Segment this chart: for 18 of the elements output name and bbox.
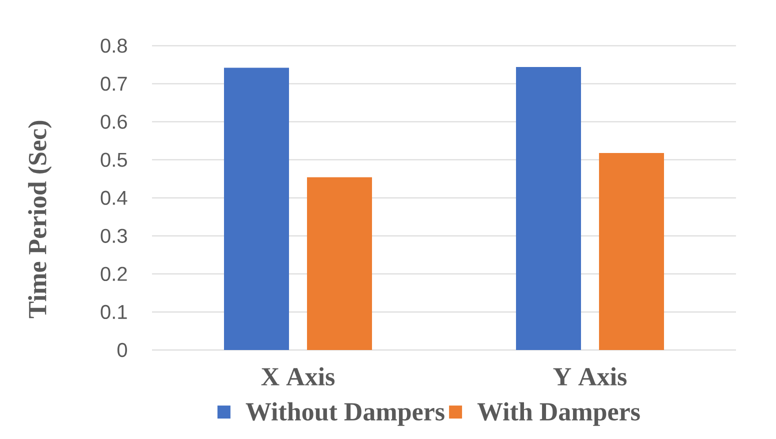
bar <box>599 152 664 350</box>
legend-label: Without Dampers <box>246 402 444 426</box>
y-axis-title: Time Period (Sec) <box>28 120 52 318</box>
legend-label: With Dampers <box>477 402 640 426</box>
y-tick-label: 0.2 <box>100 266 127 281</box>
y-tick-label: 0.7 <box>100 76 127 91</box>
y-tick-label: 0.8 <box>100 38 127 53</box>
bar <box>307 177 372 350</box>
y-tick-label: 0.6 <box>100 114 127 129</box>
bar <box>224 68 289 350</box>
y-tick-label: 0.1 <box>100 304 127 320</box>
y-tick-label: 0.4 <box>100 190 128 205</box>
y-tick-label: 0.3 <box>100 228 127 243</box>
x-tick-label: Y Axis <box>553 367 627 386</box>
y-tick-label: 0 <box>117 342 128 358</box>
bar <box>516 67 582 350</box>
x-tick-label: X Axis <box>261 367 335 386</box>
y-tick-label: 0.5 <box>100 152 127 167</box>
